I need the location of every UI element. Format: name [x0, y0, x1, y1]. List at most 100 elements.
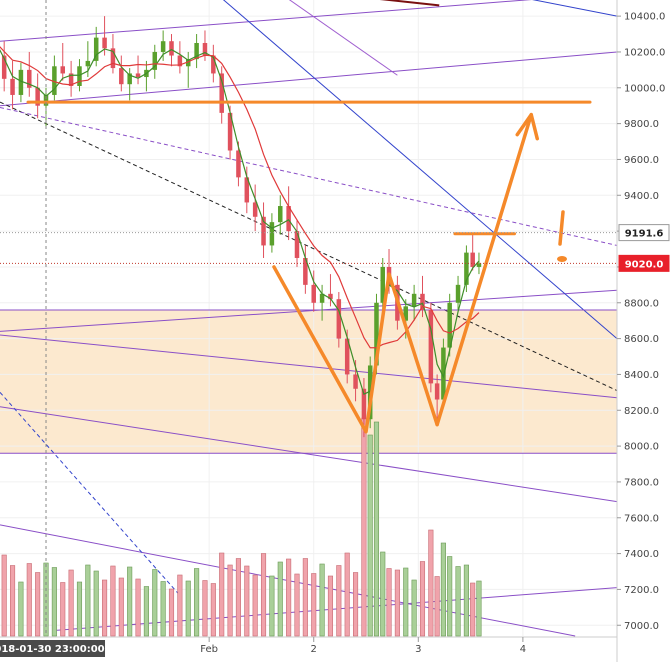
- volume-bar: [102, 579, 108, 637]
- consolidation-zone: [0, 309, 617, 454]
- candle-body: [1, 55, 7, 79]
- volume-bar: [127, 566, 133, 637]
- candle-body: [403, 306, 409, 321]
- candle-body: [43, 94, 49, 106]
- y-tick-label: 9400.0: [624, 191, 659, 202]
- candle-body: [127, 73, 132, 85]
- volume-bar: [9, 565, 16, 637]
- volume-bar: [152, 569, 158, 637]
- candle-body: [119, 68, 124, 85]
- candle-body: [244, 177, 250, 203]
- volume-bar: [51, 567, 57, 637]
- trendline: [0, 289, 618, 332]
- candle-body: [52, 66, 57, 95]
- volume-bar: [93, 570, 99, 637]
- volume-bar: [463, 564, 469, 637]
- y-tick-label: 8800.0: [624, 298, 659, 309]
- y-tick-label: 9600.0: [624, 155, 659, 166]
- candle-body: [328, 293, 333, 300]
- candle-body: [227, 112, 233, 151]
- price-flag-box: [618, 254, 670, 272]
- volume-bar: [26, 563, 32, 637]
- volume-bar: [394, 569, 400, 637]
- volume-bar: [344, 552, 350, 637]
- y-tick-label: 9800.0: [624, 119, 659, 130]
- volume-bar: [428, 529, 434, 637]
- trendline: [0, 107, 618, 246]
- candle-body: [380, 266, 385, 303]
- y-tick-label: 8600.0: [624, 334, 659, 345]
- volume-bar: [194, 568, 200, 637]
- ma-slow-line: [0, 46, 480, 349]
- x-tick-label: Feb: [200, 644, 218, 655]
- price-flags: 9191.6 9020.0: [0, 224, 670, 272]
- candle-body: [336, 299, 342, 339]
- candle-body: [77, 66, 82, 86]
- volume-bar: [219, 552, 225, 637]
- candle-body: [428, 309, 434, 384]
- candle-body: [311, 284, 316, 303]
- candle-body: [160, 41, 166, 52]
- volume-bar: [336, 565, 342, 637]
- candle-body: [361, 388, 367, 420]
- candle-body: [411, 293, 417, 307]
- exclamation-dot: [557, 256, 567, 262]
- candle-body: [441, 347, 446, 400]
- volume-bar: [202, 580, 208, 637]
- candle-body: [252, 202, 258, 217]
- price-candles: [1, 16, 482, 438]
- candle-body: [185, 59, 191, 67]
- x-tick-label: 2: [311, 644, 317, 655]
- candle-body: [236, 150, 241, 178]
- trendline: [0, 334, 618, 399]
- candle-body: [464, 252, 469, 285]
- y-tick-label: 8200.0: [624, 406, 659, 417]
- y-tick-label: 7400.0: [624, 549, 659, 560]
- volume-bar: [380, 551, 386, 637]
- volume-bar: [35, 572, 41, 637]
- volume-bar: [269, 575, 275, 637]
- volume-bar: [361, 417, 367, 637]
- candle-body: [68, 73, 74, 86]
- exclamation-stroke: [558, 210, 565, 246]
- price-flag-box: [618, 224, 670, 242]
- volume-bar: [277, 561, 283, 637]
- volume-bar: [235, 558, 241, 637]
- volume-bar: [373, 421, 380, 637]
- candle-body: [476, 263, 482, 267]
- volume-bar: [85, 564, 91, 637]
- crosshair: 2018-01-30 23:00:00: [0, 0, 106, 657]
- volume-bar: [177, 574, 183, 637]
- candle-body: [152, 51, 158, 70]
- volume-bar: [419, 561, 426, 637]
- trendline: [379, 0, 440, 7]
- candle-body: [455, 284, 461, 303]
- candle-body: [447, 302, 452, 348]
- x-axis-ticks: Feb 2 3 4: [200, 637, 526, 655]
- x-tick-label: 3: [415, 644, 421, 655]
- double-bottom-pattern: [272, 265, 439, 434]
- candle-body: [110, 48, 116, 69]
- volume-bar: [311, 573, 317, 637]
- volume-bar: [411, 579, 417, 637]
- volume-bar: [260, 553, 267, 637]
- volume-bar: [327, 575, 334, 637]
- volume-bar: [168, 588, 175, 637]
- volume-bar: [1, 554, 7, 637]
- candle-body: [278, 206, 283, 223]
- volume-bar: [18, 581, 24, 637]
- volume-bar: [143, 586, 149, 637]
- y-tick-label: 10000.0: [624, 83, 665, 94]
- volume-bar: [185, 580, 191, 637]
- volume-bar: [160, 581, 166, 637]
- y-tick-label: 7600.0: [624, 513, 659, 524]
- volume-bar: [386, 568, 392, 637]
- candle-body: [261, 216, 266, 246]
- volume-bar: [440, 542, 446, 637]
- trendline: [0, 0, 532, 42]
- candle-body: [294, 231, 300, 258]
- trendline: [0, 406, 618, 503]
- x-tick-label: 4: [520, 644, 526, 655]
- volume-bar: [294, 573, 300, 637]
